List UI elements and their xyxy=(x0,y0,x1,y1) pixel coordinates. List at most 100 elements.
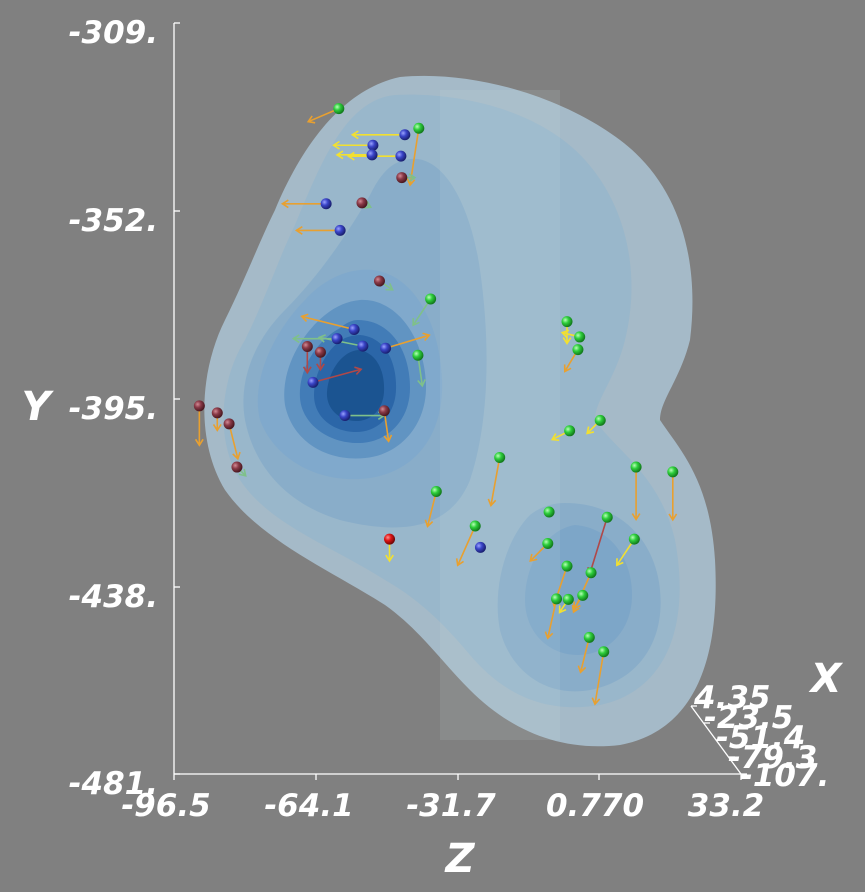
vector-arrow-head xyxy=(294,225,303,235)
data-point-green xyxy=(564,425,576,437)
vector-arrow-shaft xyxy=(490,457,501,506)
x-tick-label: -79.3 xyxy=(728,740,817,776)
y-tick-label: -309. xyxy=(69,15,158,51)
vector-arrow-shaft xyxy=(588,517,608,575)
x-tick-label: -23.5 xyxy=(704,700,793,736)
vector-arrow-head xyxy=(212,424,222,432)
vector-arrow-head xyxy=(316,363,325,372)
data-point-green xyxy=(572,344,584,356)
vector-arrow-shaft xyxy=(307,107,340,123)
vector-arrow-head xyxy=(306,115,316,124)
vector-arrow-head xyxy=(550,433,560,442)
vector-arrow-shaft xyxy=(385,334,430,350)
data-point-dark-red xyxy=(373,275,385,287)
x-axis-ticks xyxy=(691,705,747,775)
vector-arrow-head xyxy=(412,318,420,327)
z-tick-label: -96.5 xyxy=(121,788,210,824)
data-point-green xyxy=(561,560,573,572)
vector-arrow-head xyxy=(385,283,394,291)
data-point-green xyxy=(630,461,642,473)
vector-arrow-head xyxy=(346,151,355,161)
data-point-green xyxy=(574,331,586,343)
vector-arrow-head xyxy=(280,199,289,209)
vector-arrow-head xyxy=(487,498,497,507)
vector-arrow-head xyxy=(422,332,431,342)
x-axis-title: X xyxy=(808,656,844,702)
data-point-green xyxy=(628,533,640,545)
data-point-blue xyxy=(320,198,332,210)
vector-arrow-head xyxy=(562,337,572,345)
data-point-green xyxy=(601,511,613,523)
vector-arrow-head xyxy=(417,379,426,388)
vector-arrow-head xyxy=(573,601,581,610)
vector-arrow-head xyxy=(406,178,416,187)
vector-arrow-head xyxy=(616,558,624,567)
y-tick-label: -438. xyxy=(69,579,158,615)
isosurface-group xyxy=(204,75,716,747)
data-point-blue xyxy=(348,324,360,336)
vector-arrow-head xyxy=(335,150,344,160)
y-axis-ticks xyxy=(174,22,180,775)
z-tick-label: 33.2 xyxy=(688,788,765,824)
z-tick-label: 0.770 xyxy=(546,788,644,824)
data-point-green xyxy=(667,466,679,478)
data-point-green xyxy=(494,451,506,463)
vector-arrow-head xyxy=(631,513,641,521)
y-tick-label: -395. xyxy=(69,391,158,427)
vector-arrow-head xyxy=(529,553,538,562)
z-tick-label: -64.1 xyxy=(264,788,353,824)
vector-arrow-head xyxy=(194,438,204,447)
z-axis-ticks xyxy=(173,774,742,780)
data-point-dark-red xyxy=(193,400,205,412)
data-point-green xyxy=(551,593,563,605)
vector-arrow-head xyxy=(300,313,309,323)
data-point-green xyxy=(577,589,589,601)
data-point-green xyxy=(562,593,574,605)
vector-arrow-shaft xyxy=(228,423,239,459)
vector-arrow-head xyxy=(668,513,678,522)
vector-arrow-head xyxy=(408,173,417,182)
data-point-green xyxy=(598,646,610,658)
data-point-blue xyxy=(395,150,407,162)
vector-arrow-shaft xyxy=(301,315,355,331)
vector-arrow-head xyxy=(385,554,394,563)
data-point-green xyxy=(413,122,425,134)
vector-arrow-head xyxy=(383,434,393,443)
vector-arrow-head xyxy=(591,697,601,706)
vector-arrow-head xyxy=(291,334,300,344)
data-point-green xyxy=(561,316,573,328)
vector-arrow-head xyxy=(544,631,554,640)
isosurface-sheen xyxy=(440,90,560,740)
vector-arrow-shaft xyxy=(546,598,558,639)
vector-arrow-shaft xyxy=(426,491,438,527)
data-point-green xyxy=(583,631,595,643)
vector-arrow-head xyxy=(586,426,595,435)
data-point-green xyxy=(412,349,424,361)
vector-arrow-head xyxy=(560,329,570,339)
vector-arrow-head xyxy=(350,130,359,140)
data-point-blue xyxy=(307,376,319,388)
data-point-green xyxy=(430,486,442,498)
vector-arrow-head xyxy=(317,334,326,343)
data-point-blue xyxy=(357,340,369,352)
x-tick-label: 4.35 xyxy=(693,680,771,716)
y-axis-title: Y xyxy=(22,384,55,430)
vector-arrow-head xyxy=(424,519,434,528)
z-axis-title: Z xyxy=(443,836,475,882)
data-point-blue xyxy=(380,342,392,354)
data-point-green xyxy=(542,537,554,549)
data-point-green xyxy=(469,520,481,532)
data-point-blue xyxy=(366,149,378,161)
z-tick-label: -31.7 xyxy=(406,788,496,824)
data-point-blue xyxy=(399,129,411,141)
vector-arrow-head xyxy=(455,558,464,567)
data-point-dark-red xyxy=(314,346,326,358)
vector-arrow-head xyxy=(577,665,587,674)
vector-arrow-head xyxy=(563,364,572,373)
point-glyphs xyxy=(193,103,679,658)
data-point-dark-red xyxy=(211,407,223,419)
vector-arrow-head xyxy=(571,604,580,614)
vector-arrow-head xyxy=(238,468,247,477)
vector-arrow-head xyxy=(558,605,567,614)
